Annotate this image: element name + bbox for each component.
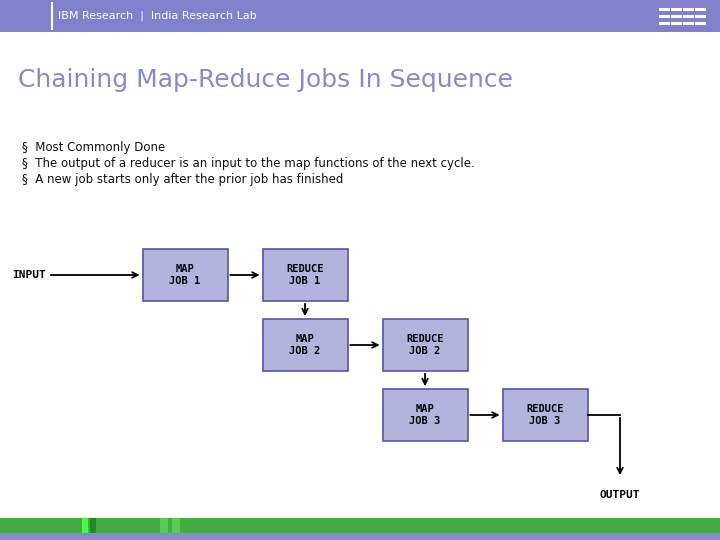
Bar [0, 533, 720, 540]
Bar [143, 249, 228, 301]
Bar [160, 518, 168, 533]
Bar [172, 518, 180, 533]
Text: MAP
JOB 1: MAP JOB 1 [169, 264, 201, 286]
Bar [120, 518, 136, 533]
Text: REDUCE
JOB 2: REDUCE JOB 2 [406, 334, 444, 356]
Bar [184, 518, 200, 533]
Text: REDUCE
JOB 3: REDUCE JOB 3 [526, 404, 564, 426]
Text: MAP
JOB 2: MAP JOB 2 [289, 334, 320, 356]
Bar [140, 518, 156, 533]
Bar [263, 249, 348, 301]
Bar [503, 389, 588, 441]
Bar [0, 0, 720, 32]
Text: Chaining Map-Reduce Jobs In Sequence: Chaining Map-Reduce Jobs In Sequence [18, 68, 513, 92]
Bar [60, 518, 78, 533]
Bar [204, 518, 220, 533]
Text: §  The output of a reducer is an input to the map functions of the next cycle.: § The output of a reducer is an input to… [22, 158, 474, 171]
Text: REDUCE
JOB 1: REDUCE JOB 1 [287, 264, 324, 286]
Text: INPUT: INPUT [12, 270, 46, 280]
Text: IBM Research  |  India Research Lab: IBM Research | India Research Lab [58, 11, 257, 21]
Text: §  A new job starts only after the prior job has finished: § A new job starts only after the prior … [22, 173, 343, 186]
Bar [382, 319, 467, 371]
Text: §  Most Commonly Done: § Most Commonly Done [22, 141, 166, 154]
Bar [382, 389, 467, 441]
Text: MAP
JOB 3: MAP JOB 3 [410, 404, 441, 426]
Text: OUTPUT: OUTPUT [600, 490, 640, 500]
Bar [263, 319, 348, 371]
Bar [100, 518, 116, 533]
Bar [90, 518, 96, 533]
Bar [82, 518, 88, 533]
Bar [0, 518, 720, 540]
